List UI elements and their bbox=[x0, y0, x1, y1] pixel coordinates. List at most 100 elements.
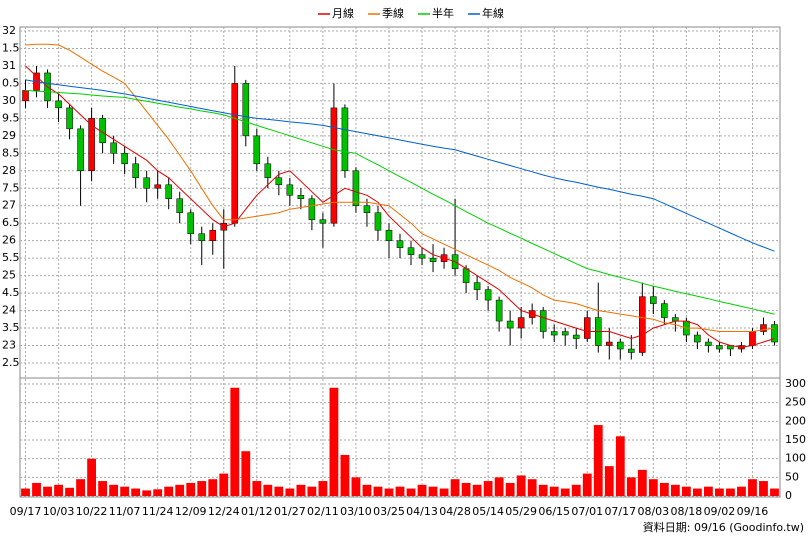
candle-body bbox=[418, 254, 426, 259]
volume-bar bbox=[131, 488, 141, 496]
x-tick-label: 03/10 bbox=[340, 505, 372, 518]
candle-body bbox=[429, 257, 437, 262]
y2-tick-label: 150 bbox=[785, 433, 806, 446]
y-tick-label: 3.5 bbox=[2, 321, 20, 334]
x-tick-label: 04/13 bbox=[406, 505, 438, 518]
candle-body bbox=[198, 233, 206, 241]
volume-bar bbox=[109, 484, 119, 496]
legend-label: 月線 bbox=[332, 6, 354, 20]
volume-bar bbox=[76, 479, 85, 496]
candle-body bbox=[363, 205, 371, 213]
y-tick-label: 9.5 bbox=[2, 111, 20, 124]
volume-bar bbox=[120, 486, 130, 496]
legend-label: 年線 bbox=[482, 6, 504, 20]
volume-bar bbox=[406, 488, 416, 496]
candle-body bbox=[517, 317, 525, 329]
candle-body bbox=[639, 296, 646, 353]
candle-body bbox=[231, 83, 239, 224]
volume-bar bbox=[604, 466, 614, 496]
volume-bar bbox=[439, 488, 449, 496]
volume-bar bbox=[54, 484, 63, 496]
volume-bar bbox=[32, 482, 41, 496]
y-tick-label: 8.5 bbox=[2, 146, 20, 159]
candle-body bbox=[473, 282, 481, 290]
volume-bar bbox=[494, 477, 504, 496]
price-panel bbox=[19, 26, 781, 379]
candle-body bbox=[286, 184, 294, 196]
x-tick-label: 10/22 bbox=[76, 505, 108, 518]
candle-body bbox=[176, 198, 183, 213]
x-tick-label: 01/12 bbox=[241, 505, 273, 518]
volume-bar bbox=[351, 477, 361, 496]
moving-average-line bbox=[25, 89, 775, 315]
y-tick-label: 5.5 bbox=[2, 251, 20, 264]
volume-bar bbox=[748, 479, 757, 496]
candle-body bbox=[209, 229, 217, 241]
y-tick-label: 27 bbox=[2, 199, 16, 212]
volume-bar bbox=[692, 488, 702, 496]
x-tick-label: 09/16 bbox=[737, 505, 769, 518]
y2-tick-label: 300 bbox=[785, 377, 806, 390]
volume-bar bbox=[362, 484, 372, 496]
volume-bar bbox=[252, 481, 262, 496]
volume-bar bbox=[505, 482, 515, 496]
volume-bar bbox=[626, 477, 636, 496]
x-tick-label: 04/28 bbox=[439, 505, 471, 518]
volume-bar bbox=[737, 486, 746, 496]
candle-body bbox=[264, 163, 272, 179]
candle-body bbox=[385, 229, 393, 241]
y-tick-label: 25 bbox=[2, 269, 16, 282]
candle-body bbox=[484, 289, 492, 301]
volume-bar bbox=[417, 484, 427, 496]
volume-bar bbox=[615, 436, 625, 496]
volume-bar bbox=[175, 484, 185, 496]
volume-bar bbox=[43, 486, 52, 496]
candle-body bbox=[297, 195, 305, 199]
x-tick-label: 07/01 bbox=[571, 505, 603, 518]
y-tick-label: 1.5 bbox=[2, 41, 20, 54]
candle-body bbox=[253, 135, 261, 165]
candle-body bbox=[275, 177, 283, 186]
y-tick-label: 30 bbox=[2, 94, 16, 107]
x-tick-label: 12/09 bbox=[175, 505, 207, 518]
volume-bar bbox=[142, 490, 152, 496]
candle-body bbox=[22, 90, 29, 102]
candle-body bbox=[672, 317, 679, 322]
candle-body bbox=[319, 219, 327, 224]
y-tick-label: 0.5 bbox=[2, 76, 20, 89]
moving-average-line bbox=[25, 43, 775, 332]
volume-bar bbox=[274, 486, 284, 496]
volume-bar bbox=[637, 469, 647, 496]
volume-panel bbox=[19, 377, 781, 498]
volume-bar bbox=[593, 425, 603, 496]
volume-bar bbox=[208, 479, 218, 496]
volume-bar bbox=[285, 488, 295, 496]
candle-body bbox=[716, 345, 723, 350]
volume-bar bbox=[549, 486, 559, 496]
volume-bar bbox=[560, 488, 570, 496]
candle-body bbox=[661, 303, 668, 318]
y-tick-label: 23 bbox=[2, 339, 16, 352]
candle-body bbox=[77, 128, 84, 172]
volume-bar bbox=[648, 479, 658, 496]
moving-average-line bbox=[25, 65, 775, 348]
volume-bar bbox=[759, 481, 768, 496]
volume-bar bbox=[197, 481, 207, 496]
candle-body bbox=[187, 212, 195, 234]
x-tick-label: 02/11 bbox=[307, 505, 339, 518]
y-tick-label: 32 bbox=[2, 24, 16, 37]
volume-bar bbox=[428, 486, 438, 496]
volume-bar bbox=[65, 487, 74, 496]
candle-body bbox=[374, 212, 382, 231]
volume-bar bbox=[153, 489, 163, 496]
volume-bar bbox=[461, 482, 471, 496]
source-note: 資料日期: 09/16 (Goodinfo.tw) bbox=[643, 520, 804, 534]
volume-bar bbox=[726, 488, 735, 496]
volume-bar bbox=[307, 486, 317, 496]
y2-tick-label: 100 bbox=[785, 452, 806, 465]
volume-bar bbox=[571, 484, 581, 496]
volume-bar bbox=[472, 484, 482, 496]
candle-body bbox=[605, 341, 613, 346]
candle-body bbox=[495, 299, 503, 322]
x-tick-label: 05/29 bbox=[505, 505, 537, 518]
